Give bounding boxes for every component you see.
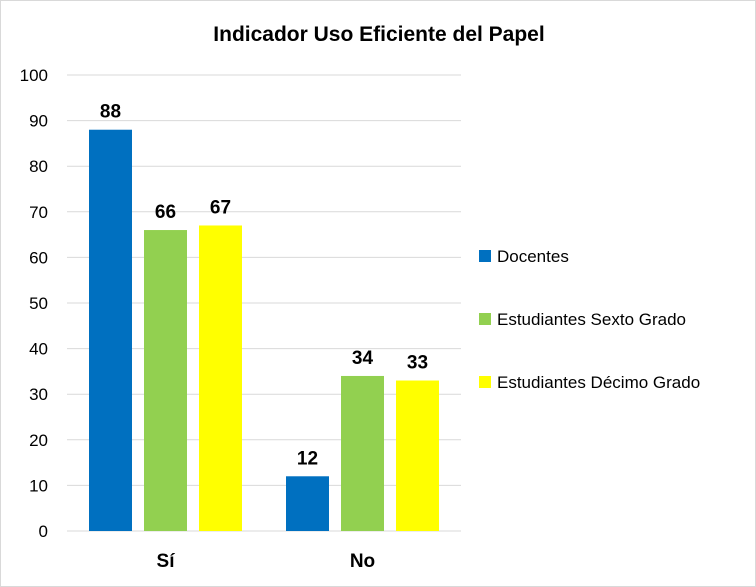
y-tick-label: 60 xyxy=(29,248,48,267)
y-tick-label: 30 xyxy=(29,385,48,404)
y-tick-label: 80 xyxy=(29,157,48,176)
bar-estudiantes-décimo-grado-0 xyxy=(199,225,242,532)
bars xyxy=(89,129,439,532)
legend-label: Estudiantes Sexto Grado xyxy=(497,310,686,329)
y-tick-label: 0 xyxy=(39,522,48,541)
legend: Docentes Estudiantes Sexto Grado Estudiant… xyxy=(479,247,700,392)
data-label: 88 xyxy=(100,102,121,123)
legend-swatch xyxy=(479,250,491,262)
y-tick-label: 10 xyxy=(29,476,48,495)
x-category-label: No xyxy=(350,551,375,572)
data-label: 34 xyxy=(352,348,374,369)
x-category-label: Sí xyxy=(157,551,176,572)
y-tick-label: 40 xyxy=(29,340,48,359)
y-tick-label: 20 xyxy=(29,431,48,450)
bar-docentes-0 xyxy=(89,129,132,531)
data-label: 67 xyxy=(210,197,231,218)
y-tick-label: 50 xyxy=(29,294,48,313)
bar-estudiantes-sexto-grado-1 xyxy=(341,375,384,531)
y-tick-label: 100 xyxy=(20,66,48,85)
y-tick-label: 70 xyxy=(29,203,48,222)
bar-docentes-1 xyxy=(286,476,329,531)
data-labels: 88 66 67 12 34 33 xyxy=(100,102,428,470)
legend-swatch xyxy=(479,313,491,325)
chart-title: Indicador Uso Eficiente del Papel xyxy=(213,23,544,46)
y-tick-label: 90 xyxy=(29,112,48,131)
legend-label: Estudiantes Décimo Grado xyxy=(497,373,700,392)
gridlines xyxy=(67,74,461,532)
data-label: 33 xyxy=(407,353,428,374)
bar-estudiantes-décimo-grado-1 xyxy=(396,380,439,531)
bar-estudiantes-sexto-grado-0 xyxy=(144,230,187,532)
legend-swatch xyxy=(479,376,491,388)
legend-label: Docentes xyxy=(497,247,569,266)
x-axis: Sí No xyxy=(157,551,376,572)
data-label: 12 xyxy=(297,448,318,469)
y-axis: 0 10 20 30 40 50 60 70 80 90 100 xyxy=(20,66,48,541)
data-label: 66 xyxy=(155,202,176,223)
